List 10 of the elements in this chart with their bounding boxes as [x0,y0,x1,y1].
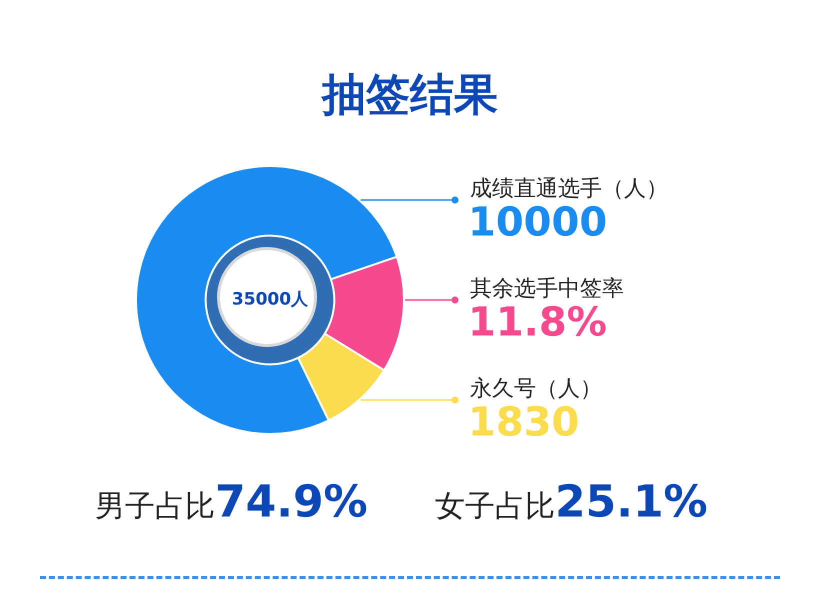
text: 女子占比25.1% [435,476,708,528]
text: 1830 [468,399,580,446]
chart-title: 抽签结果 [320,69,498,120]
legend-label: 其余选手中签率 [470,276,624,302]
legend-label: 成绩直通选手（人） [470,176,668,202]
text: 35000人 [232,289,310,310]
legend-label: 永久号（人） [470,376,602,402]
text: 男子占比74.9% [95,476,368,528]
text: 11.8% [468,299,607,346]
text: 10000 [468,199,608,246]
